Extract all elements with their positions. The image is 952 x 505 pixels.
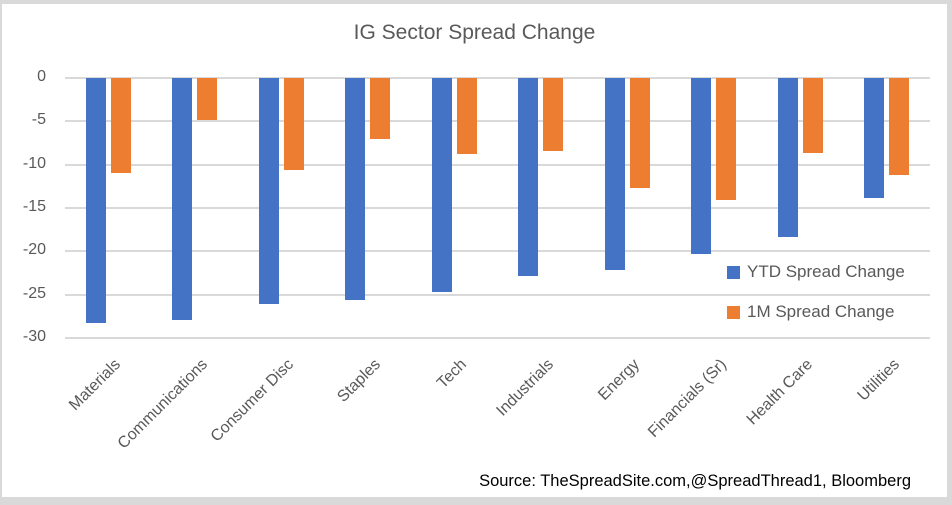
y-axis-tick-label-0: 0: [37, 68, 46, 85]
x-axis-label-staples: Staples: [334, 356, 384, 406]
y-axis-tick-label--15: -15: [22, 198, 46, 215]
plot-area: [65, 77, 930, 339]
legend: YTD Spread Change 1M Spread Change: [727, 262, 905, 342]
gridline-0: [65, 77, 930, 79]
y-axis-tick-label--20: -20: [22, 241, 46, 259]
legend-label: YTD Spread Change: [747, 262, 905, 281]
chart-area: IG Sector Spread Change 0 -5 -10 -15 -20 -25 -…: [2, 4, 947, 497]
bar-ytd-materials: [85, 78, 106, 324]
y-axis-tick-label--30: -30: [22, 328, 46, 345]
legend-item-ytd-spread-change: YTD Spread Change: [727, 262, 905, 282]
x-axis-label-industrials: Industrials: [493, 356, 557, 420]
legend-swatch-icon: [727, 265, 740, 279]
bar-ytd-utilities: [864, 78, 885, 198]
legend-swatch-icon: [727, 305, 740, 319]
bar-ytd-consumer-disc: [258, 78, 279, 305]
x-axis-label-tech: Tech: [434, 356, 471, 392]
gridline--15: [65, 207, 930, 209]
bar-1m-financials-sr: [716, 78, 737, 201]
bar-ytd-financials-sr: [691, 78, 712, 254]
bar-1m-energy: [629, 78, 650, 189]
bar-ytd-communications: [172, 78, 193, 320]
gridline--20: [65, 250, 930, 253]
bar-ytd-energy: [604, 78, 625, 271]
gridline--5: [65, 120, 930, 123]
bar-1m-materials: [110, 78, 131, 174]
y-axis-tick-label--10: -10: [22, 154, 46, 172]
y-axis-tick-label--5: -5: [31, 111, 46, 129]
gridline--25: [65, 293, 930, 296]
x-axis-label-materials: Materials: [66, 356, 125, 414]
legend-label: 1M Spread Change: [747, 302, 895, 321]
x-axis-label-health-care: Health Care: [743, 356, 817, 429]
bar-1m-industrials: [543, 78, 564, 151]
bar-1m-staples: [370, 78, 391, 139]
bar-ytd-health-care: [777, 78, 798, 237]
x-axis-label-communications: Communications: [114, 356, 211, 453]
x-axis-label-utilities: Utilities: [854, 356, 903, 405]
bar-ytd-tech: [431, 78, 452, 293]
gridline--10: [65, 163, 930, 166]
chart-title: IG Sector Spread Change: [353, 21, 596, 44]
gridline--30: [65, 337, 930, 339]
bar-ytd-industrials: [518, 78, 539, 277]
y-axis-tick-label--25: -25: [22, 284, 46, 302]
bar-1m-health-care: [802, 78, 823, 154]
x-axis-label-energy: Energy: [595, 356, 644, 404]
bar-1m-communications: [197, 78, 218, 121]
x-axis-label-financials-sr: Financials (Sr): [644, 356, 730, 441]
x-axis-label-consumer-disc: Consumer Disc: [207, 356, 298, 446]
bar-ytd-staples: [345, 78, 366, 300]
bar-1m-utilities: [889, 78, 910, 176]
bar-1m-consumer-disc: [283, 78, 304, 170]
source-note: Source: TheSpreadSite.com,@SpreadThread1…: [479, 472, 911, 490]
bar-1m-tech: [456, 78, 477, 155]
legend-item-1m-spread-change: 1M Spread Change: [727, 302, 905, 322]
